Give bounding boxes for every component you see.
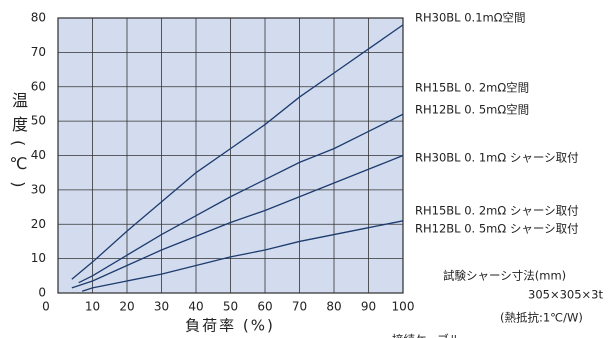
x-tick-label: 20: [119, 300, 134, 314]
x-tick-label: 90: [361, 300, 376, 314]
y-tick-label: 50: [31, 114, 46, 128]
x-tick-label: 50: [223, 300, 238, 314]
legend-label: RH12BL 0. 5mΩ シャーシ取付: [415, 222, 579, 236]
y-tick-label: 60: [31, 79, 46, 93]
x-tick-label: 0: [42, 300, 50, 314]
x-axis-label: 負荷率 (%): [185, 317, 275, 335]
series-line: [78, 113, 404, 284]
x-tick-label: 30: [154, 300, 169, 314]
x-tick-label: 100: [392, 300, 415, 314]
y-tick-label: 10: [31, 251, 46, 265]
legend-label: RH30BL 0. 1mΩ シャーシ取付: [415, 151, 579, 165]
x-tick-label: 10: [85, 300, 100, 314]
legend-label: RH15BL 0. 2mΩ シャーシ取付: [415, 204, 579, 218]
note: 接続ケーブル: [392, 333, 460, 338]
y-tick-label: 20: [31, 217, 46, 231]
x-tick-label: 70: [292, 300, 307, 314]
x-tick-label: 40: [188, 300, 203, 314]
x-tick-label: 60: [257, 300, 272, 314]
legend-label: RH12BL 0. 5mΩ空間: [415, 103, 529, 117]
series-line: [81, 220, 404, 292]
y-axis-label: 温度(℃): [9, 92, 28, 196]
note: 試験シャーシ寸法(mm): [443, 269, 566, 283]
y-tick-label: 70: [31, 45, 46, 59]
series-line: [71, 24, 404, 280]
legend-label: RH30BL 0.1mΩ空間: [415, 11, 526, 25]
legend-label: RH15BL 0. 2mΩ空間: [415, 81, 529, 95]
x-tick-label: 80: [326, 300, 341, 314]
y-tick-label: 40: [31, 148, 46, 162]
y-tick-label: 30: [31, 182, 46, 196]
series-line: [71, 154, 404, 289]
y-tick-label: 0: [38, 286, 46, 300]
y-tick-label: 80: [31, 11, 46, 25]
note: 305×305×3t: [528, 288, 603, 302]
note: (熱抵抗:1℃/W): [500, 311, 583, 325]
